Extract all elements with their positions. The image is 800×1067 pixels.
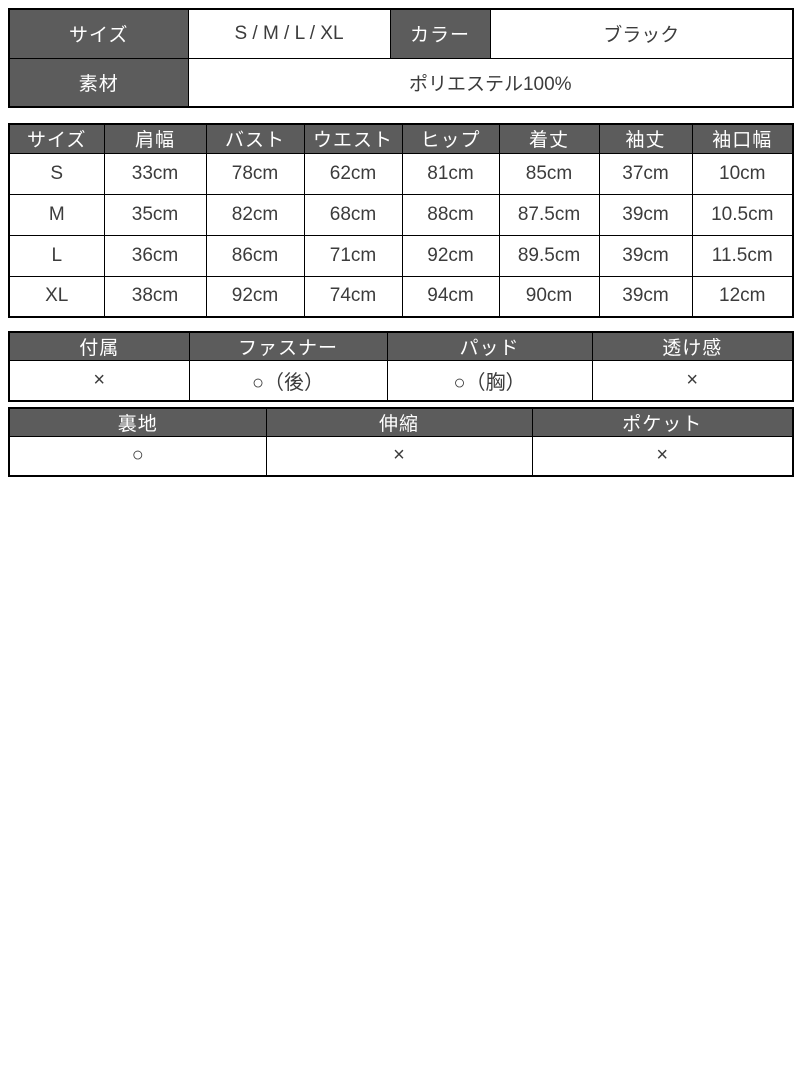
- size-cell: 92cm: [401, 234, 500, 277]
- spec-header-sheerness: 透け感: [591, 331, 794, 361]
- spec-b-header-row: 裏地 伸縮 ポケット: [8, 407, 794, 437]
- size-chart-row-xl: XL 38cm 92cm 74cm 94cm 90cm 39cm 12cm: [8, 275, 794, 318]
- size-cell: 74cm: [303, 275, 403, 318]
- size-chart-header-hip: ヒップ: [401, 123, 500, 154]
- size-cell: 11.5cm: [691, 234, 794, 277]
- spec-value-fastener: ○（後）: [188, 360, 388, 401]
- spec-header-pad: パッド: [386, 331, 593, 361]
- info-value-size: S / M / L / XL: [187, 8, 391, 59]
- size-chart-header-size: サイズ: [8, 123, 105, 154]
- spec-header-pocket: ポケット: [531, 407, 794, 437]
- size-chart-header-cuff: 袖口幅: [691, 123, 794, 154]
- size-cell: 39cm: [598, 193, 693, 236]
- size-cell: 35cm: [103, 193, 207, 236]
- info-label-material: 素材: [8, 57, 189, 108]
- size-cell: 90cm: [498, 275, 600, 318]
- size-cell: 37cm: [598, 152, 693, 195]
- size-cell: 10cm: [691, 152, 794, 195]
- spec-value-sheerness: ×: [591, 360, 794, 401]
- size-cell: 36cm: [103, 234, 207, 277]
- info-row-material: 素材 ポリエステル100%: [8, 57, 794, 108]
- size-cell: 87.5cm: [498, 193, 600, 236]
- spec-a-header-row: 付属 ファスナー パッド 透け感: [8, 331, 794, 361]
- product-info-table: サイズ S / M / L / XL カラー ブラック 素材 ポリエステル100…: [8, 8, 794, 108]
- size-cell: 94cm: [401, 275, 500, 318]
- info-row-size-color: サイズ S / M / L / XL カラー ブラック: [8, 8, 794, 59]
- size-chart-header-bust: バスト: [205, 123, 305, 154]
- info-label-color: カラー: [389, 8, 491, 59]
- info-value-material: ポリエステル100%: [187, 57, 794, 108]
- size-cell: 10.5cm: [691, 193, 794, 236]
- size-cell: M: [8, 193, 105, 236]
- info-label-size: サイズ: [8, 8, 189, 59]
- size-chart-row-l: L 36cm 86cm 71cm 92cm 89.5cm 39cm 11.5cm: [8, 234, 794, 277]
- spec-header-fastener: ファスナー: [188, 331, 388, 361]
- spec-value-stretch: ×: [265, 435, 533, 477]
- size-cell: 78cm: [205, 152, 305, 195]
- size-chart-row-m: M 35cm 82cm 68cm 88cm 87.5cm 39cm 10.5cm: [8, 193, 794, 236]
- size-chart-header-sleeve: 袖丈: [598, 123, 693, 154]
- size-cell: 89.5cm: [498, 234, 600, 277]
- size-cell: S: [8, 152, 105, 195]
- size-cell: 62cm: [303, 152, 403, 195]
- size-cell: XL: [8, 275, 105, 318]
- spec-header-accessory: 付属: [8, 331, 190, 361]
- size-chart-table: サイズ 肩幅 バスト ウエスト ヒップ 着丈 袖丈 袖口幅 S 33cm 78c…: [8, 123, 794, 318]
- size-cell: 71cm: [303, 234, 403, 277]
- spec-header-stretch: 伸縮: [265, 407, 533, 437]
- size-cell: 33cm: [103, 152, 207, 195]
- size-cell: L: [8, 234, 105, 277]
- size-cell: 86cm: [205, 234, 305, 277]
- size-cell: 38cm: [103, 275, 207, 318]
- size-chart-row-s: S 33cm 78cm 62cm 81cm 85cm 37cm 10cm: [8, 152, 794, 195]
- size-cell: 85cm: [498, 152, 600, 195]
- spec-table-a: 付属 ファスナー パッド 透け感 × ○（後） ○（胸） ×: [8, 331, 794, 402]
- size-cell: 92cm: [205, 275, 305, 318]
- spec-value-lining: ○: [8, 435, 267, 477]
- size-chart-header-shoulder: 肩幅: [103, 123, 207, 154]
- size-chart-header-waist: ウエスト: [303, 123, 403, 154]
- info-value-color: ブラック: [489, 8, 794, 59]
- spec-value-pad: ○（胸）: [386, 360, 593, 401]
- size-cell: 88cm: [401, 193, 500, 236]
- size-chart-header-length: 着丈: [498, 123, 600, 154]
- size-cell: 39cm: [598, 234, 693, 277]
- spec-header-lining: 裏地: [8, 407, 267, 437]
- size-cell: 12cm: [691, 275, 794, 318]
- size-chart-header-row: サイズ 肩幅 バスト ウエスト ヒップ 着丈 袖丈 袖口幅: [8, 123, 794, 154]
- product-spec-page: サイズ S / M / L / XL カラー ブラック 素材 ポリエステル100…: [0, 0, 800, 485]
- spec-a-value-row: × ○（後） ○（胸） ×: [8, 360, 794, 401]
- size-cell: 39cm: [598, 275, 693, 318]
- size-cell: 82cm: [205, 193, 305, 236]
- size-cell: 81cm: [401, 152, 500, 195]
- size-cell: 68cm: [303, 193, 403, 236]
- spec-value-accessory: ×: [8, 360, 190, 401]
- spec-value-pocket: ×: [531, 435, 794, 477]
- spec-table-b: 裏地 伸縮 ポケット ○ × ×: [8, 406, 794, 477]
- spec-b-value-row: ○ × ×: [8, 435, 794, 477]
